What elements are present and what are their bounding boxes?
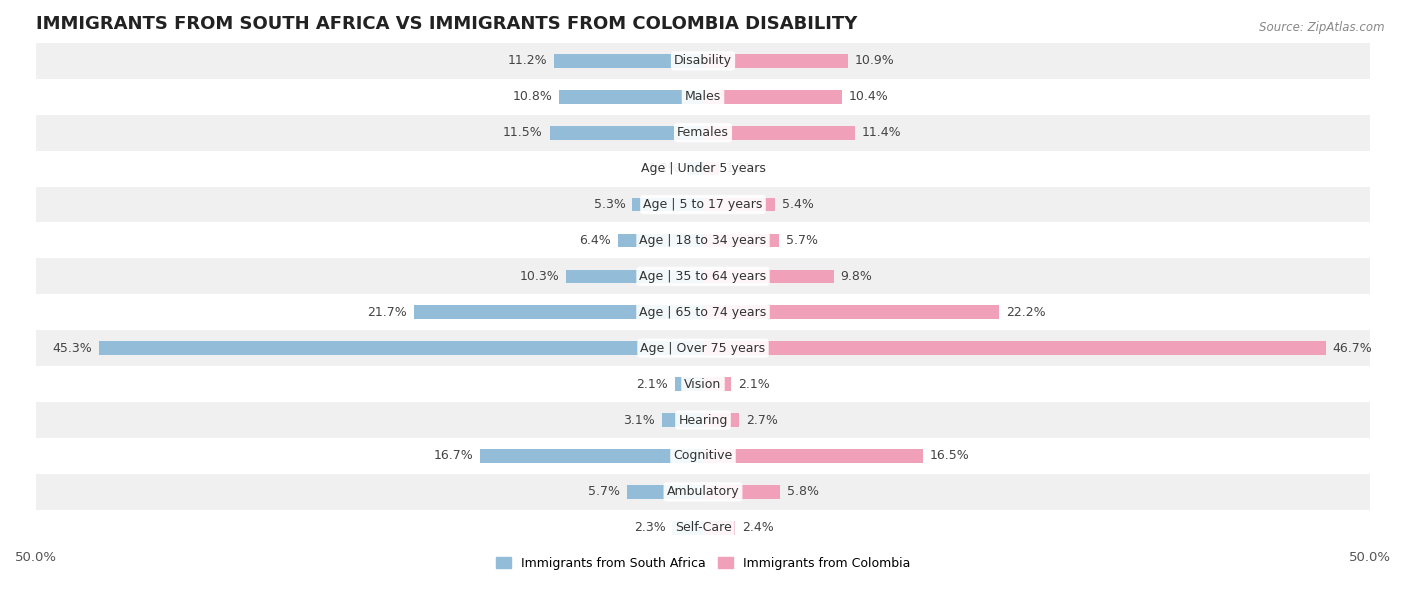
Bar bbox=[98, 341, 703, 355]
Bar bbox=[560, 90, 703, 103]
Bar bbox=[703, 198, 775, 211]
Text: 11.4%: 11.4% bbox=[862, 126, 901, 139]
Bar bbox=[37, 258, 1369, 294]
Bar bbox=[662, 413, 703, 427]
Bar bbox=[627, 485, 703, 499]
Text: Self-Care: Self-Care bbox=[675, 521, 731, 534]
Bar bbox=[37, 151, 1369, 187]
Text: 5.8%: 5.8% bbox=[787, 485, 820, 498]
Bar bbox=[37, 474, 1369, 510]
Text: Cognitive: Cognitive bbox=[673, 449, 733, 463]
Text: 46.7%: 46.7% bbox=[1333, 341, 1372, 355]
Text: 1.2%: 1.2% bbox=[725, 162, 758, 175]
Text: Age | 35 to 64 years: Age | 35 to 64 years bbox=[640, 270, 766, 283]
Text: Females: Females bbox=[678, 126, 728, 139]
Bar bbox=[37, 79, 1369, 114]
Text: IMMIGRANTS FROM SOUTH AFRICA VS IMMIGRANTS FROM COLOMBIA DISABILITY: IMMIGRANTS FROM SOUTH AFRICA VS IMMIGRAN… bbox=[37, 15, 858, 33]
Text: 2.1%: 2.1% bbox=[637, 378, 668, 390]
Text: 2.3%: 2.3% bbox=[634, 521, 665, 534]
Text: Age | Over 75 years: Age | Over 75 years bbox=[641, 341, 765, 355]
Text: Age | 5 to 17 years: Age | 5 to 17 years bbox=[644, 198, 762, 211]
Bar bbox=[703, 90, 842, 103]
Text: 1.2%: 1.2% bbox=[648, 162, 681, 175]
Text: 10.3%: 10.3% bbox=[519, 270, 560, 283]
Bar bbox=[703, 449, 924, 463]
Text: 9.8%: 9.8% bbox=[841, 270, 872, 283]
Text: 16.5%: 16.5% bbox=[929, 449, 970, 463]
Bar bbox=[703, 378, 731, 391]
Text: 11.2%: 11.2% bbox=[508, 54, 547, 67]
Text: Vision: Vision bbox=[685, 378, 721, 390]
Bar bbox=[633, 198, 703, 211]
Text: 10.9%: 10.9% bbox=[855, 54, 894, 67]
Bar bbox=[672, 521, 703, 535]
Text: 5.4%: 5.4% bbox=[782, 198, 814, 211]
Text: 21.7%: 21.7% bbox=[367, 306, 406, 319]
Text: Disability: Disability bbox=[673, 54, 733, 67]
Bar bbox=[703, 413, 740, 427]
Text: 2.7%: 2.7% bbox=[745, 414, 778, 427]
Bar bbox=[37, 402, 1369, 438]
Text: 5.7%: 5.7% bbox=[786, 234, 818, 247]
Text: 5.3%: 5.3% bbox=[593, 198, 626, 211]
Bar bbox=[675, 378, 703, 391]
Text: 22.2%: 22.2% bbox=[1005, 306, 1046, 319]
Bar bbox=[703, 234, 779, 247]
Bar bbox=[37, 366, 1369, 402]
Text: 5.7%: 5.7% bbox=[588, 485, 620, 498]
Text: Ambulatory: Ambulatory bbox=[666, 485, 740, 498]
Text: Age | Under 5 years: Age | Under 5 years bbox=[641, 162, 765, 175]
Bar bbox=[703, 341, 1326, 355]
Bar bbox=[565, 269, 703, 283]
Bar bbox=[37, 330, 1369, 366]
Text: 2.4%: 2.4% bbox=[742, 521, 773, 534]
Text: 10.8%: 10.8% bbox=[512, 91, 553, 103]
Text: 6.4%: 6.4% bbox=[579, 234, 612, 247]
Bar bbox=[37, 438, 1369, 474]
Bar bbox=[617, 234, 703, 247]
Text: 10.4%: 10.4% bbox=[848, 91, 889, 103]
Bar bbox=[37, 187, 1369, 223]
Text: 16.7%: 16.7% bbox=[434, 449, 474, 463]
Bar bbox=[37, 43, 1369, 79]
Bar bbox=[37, 114, 1369, 151]
Bar bbox=[703, 521, 735, 535]
Bar bbox=[481, 449, 703, 463]
Text: Age | 18 to 34 years: Age | 18 to 34 years bbox=[640, 234, 766, 247]
Bar bbox=[554, 54, 703, 68]
Bar bbox=[37, 294, 1369, 330]
Bar bbox=[703, 162, 718, 176]
Text: Hearing: Hearing bbox=[678, 414, 728, 427]
Text: 2.1%: 2.1% bbox=[738, 378, 769, 390]
Bar bbox=[37, 223, 1369, 258]
Bar bbox=[703, 305, 1000, 319]
Text: Males: Males bbox=[685, 91, 721, 103]
Bar bbox=[550, 126, 703, 140]
Text: Age | 65 to 74 years: Age | 65 to 74 years bbox=[640, 306, 766, 319]
Bar bbox=[413, 305, 703, 319]
Bar bbox=[703, 485, 780, 499]
Legend: Immigrants from South Africa, Immigrants from Colombia: Immigrants from South Africa, Immigrants… bbox=[491, 552, 915, 575]
Text: 45.3%: 45.3% bbox=[52, 341, 91, 355]
Bar bbox=[703, 269, 834, 283]
Bar bbox=[703, 54, 848, 68]
Text: 11.5%: 11.5% bbox=[503, 126, 543, 139]
Text: 3.1%: 3.1% bbox=[623, 414, 655, 427]
Text: Source: ZipAtlas.com: Source: ZipAtlas.com bbox=[1260, 21, 1385, 34]
Bar bbox=[688, 162, 703, 176]
Bar bbox=[703, 126, 855, 140]
Bar bbox=[37, 510, 1369, 546]
